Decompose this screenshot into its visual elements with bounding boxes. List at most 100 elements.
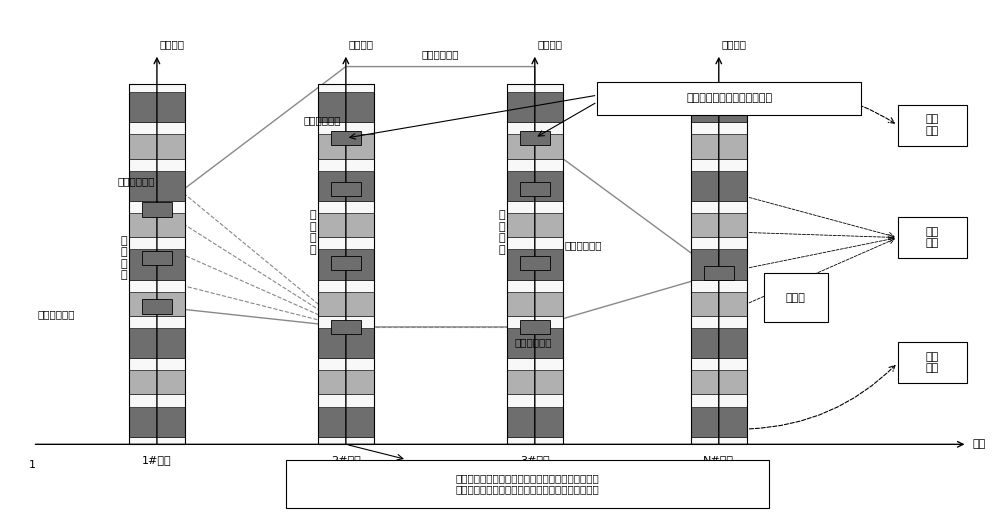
Bar [691, 437, 747, 444]
Bar [764, 273, 828, 322]
Bar [507, 171, 563, 201]
Bar [318, 249, 374, 280]
Bar [691, 394, 747, 407]
Bar [507, 407, 563, 437]
Bar [691, 213, 747, 237]
Bar [318, 237, 374, 249]
Bar [129, 394, 185, 407]
Bar [318, 358, 374, 370]
Bar [129, 316, 185, 328]
Text: 最小
出力: 最小 出力 [926, 352, 939, 374]
Bar [898, 105, 967, 146]
Bar [318, 171, 374, 201]
Text: 累计出力: 累计出力 [349, 39, 374, 49]
Bar [507, 201, 563, 213]
Bar [507, 394, 563, 407]
Bar [129, 85, 185, 92]
Bar [691, 122, 747, 134]
Bar [507, 370, 563, 394]
Bar [129, 85, 185, 444]
Text: 决策
变量: 决策 变量 [926, 227, 939, 248]
Bar [691, 370, 747, 394]
Bar [318, 407, 374, 437]
Text: 最大
出力: 最大 出力 [926, 115, 939, 136]
Bar [691, 316, 747, 328]
Bar [691, 92, 747, 122]
Bar [318, 394, 374, 407]
Bar [704, 266, 734, 281]
Bar [129, 201, 185, 213]
Bar [318, 201, 374, 213]
Text: N#机组: N#机组 [703, 455, 734, 464]
Bar [507, 328, 563, 358]
Text: 累计出力下限: 累计出力下限 [515, 337, 552, 347]
Bar [318, 92, 374, 122]
Bar [129, 213, 185, 237]
Bar [520, 256, 550, 270]
Bar [507, 85, 563, 444]
Bar [129, 92, 185, 122]
Bar [507, 158, 563, 171]
Bar [129, 237, 185, 249]
Bar [507, 437, 563, 444]
Bar [318, 328, 374, 358]
Bar [507, 280, 563, 292]
Text: 状
态
变
量: 状 态 变 量 [120, 236, 127, 280]
Bar [129, 171, 185, 201]
Bar [507, 122, 563, 134]
Bar [318, 213, 374, 237]
Bar [129, 358, 185, 370]
Text: 累计出力: 累计出力 [722, 39, 747, 49]
Bar [691, 171, 747, 201]
Bar [142, 299, 172, 314]
Bar [318, 280, 374, 292]
Bar [597, 82, 861, 115]
Bar [331, 131, 361, 145]
Bar [691, 158, 747, 171]
Bar [520, 131, 550, 145]
Bar [507, 292, 563, 316]
Bar [318, 85, 374, 92]
Text: 振动区: 振动区 [786, 293, 806, 302]
Bar [507, 237, 563, 249]
Bar [142, 202, 172, 217]
Bar [898, 342, 967, 383]
Bar [318, 158, 374, 171]
Text: 遍历该累计出力状态与当前阶段机组的可行出力决策
变量组合，取最优单方水边際效益的组合进行存储。: 遍历该累计出力状态与当前阶段机组的可行出力决策 变量组合，取最优单方水边際效益的… [455, 473, 599, 495]
Bar [507, 213, 563, 237]
Bar [142, 251, 172, 265]
Bar [898, 217, 967, 258]
Text: 3#机组: 3#机组 [520, 455, 550, 464]
Bar [691, 328, 747, 358]
Text: 累计出力上限: 累计出力上限 [565, 240, 602, 250]
Bar [691, 201, 747, 213]
Bar [129, 407, 185, 437]
Bar [318, 370, 374, 394]
Text: 1#机组: 1#机组 [142, 455, 172, 464]
Text: 累计出力上限: 累计出力上限 [422, 49, 459, 59]
Bar [318, 122, 374, 134]
Bar [129, 280, 185, 292]
Bar [318, 437, 374, 444]
Text: 累计出力上限: 累计出力上限 [303, 115, 341, 125]
Text: 1: 1 [29, 460, 36, 470]
Bar [691, 407, 747, 437]
Text: 累计出力上限: 累计出力上限 [117, 176, 155, 186]
Text: 状
态
变
量: 状 态 变 量 [309, 210, 316, 255]
Text: 累计出力: 累计出力 [160, 39, 185, 49]
Bar [507, 249, 563, 280]
Bar [331, 320, 361, 334]
Bar [129, 122, 185, 134]
Bar [507, 134, 563, 158]
Bar [507, 358, 563, 370]
Bar [318, 134, 374, 158]
Bar [691, 237, 747, 249]
Bar [331, 182, 361, 196]
Bar [331, 256, 361, 270]
Text: 机组: 机组 [972, 439, 986, 449]
Bar [318, 292, 374, 316]
Text: 累计出力: 累计出力 [538, 39, 563, 49]
Bar [691, 85, 747, 92]
Bar [691, 134, 747, 158]
Bar [507, 92, 563, 122]
